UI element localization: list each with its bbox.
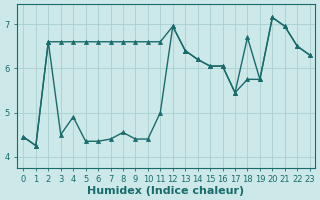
X-axis label: Humidex (Indice chaleur): Humidex (Indice chaleur) bbox=[87, 186, 244, 196]
